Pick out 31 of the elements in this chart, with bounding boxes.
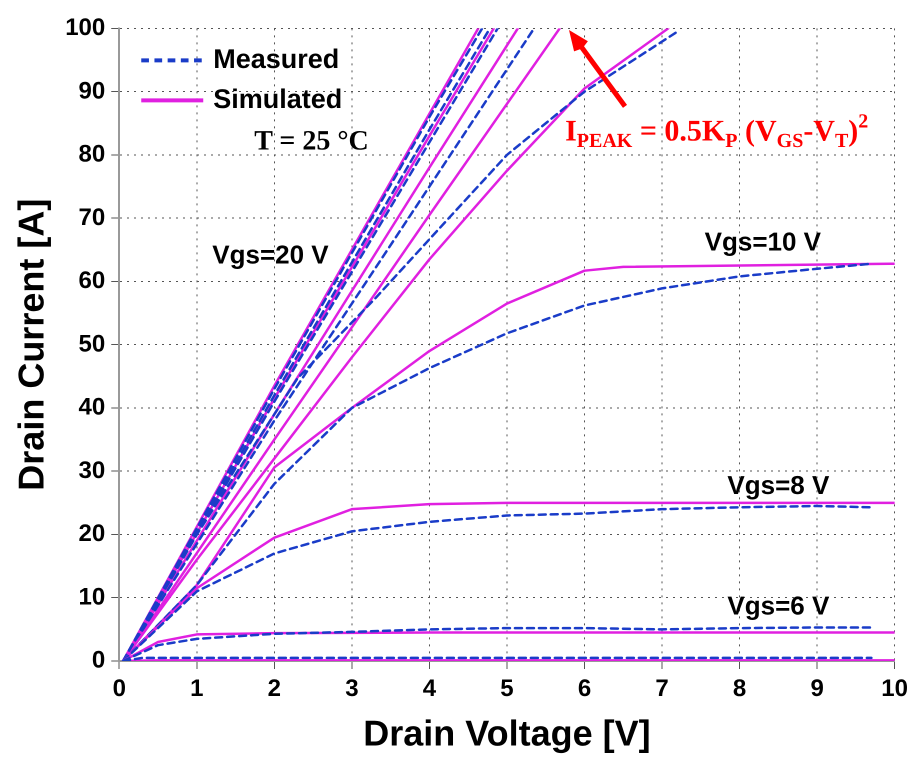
- y-tick-label: 50: [78, 330, 106, 358]
- y-tick-label: 10: [78, 583, 106, 610]
- x-tick-label: 9: [810, 675, 824, 702]
- y-tick-label: 90: [78, 77, 106, 104]
- x-tick-label: 2: [268, 675, 282, 702]
- x-tick-label: 5: [500, 675, 514, 702]
- x-tick-label: 8: [732, 675, 746, 702]
- annotation: Vgs=20 V: [212, 239, 330, 270]
- y-tick-label: 30: [78, 456, 106, 484]
- y-tick-label: 100: [65, 14, 106, 42]
- y-tick-label: 20: [78, 520, 106, 548]
- y-axis-title: Drain Current [A]: [10, 198, 52, 491]
- y-tick-label: 0: [92, 646, 106, 674]
- y-tick-label: 70: [78, 204, 106, 231]
- annotation: Vgs=10 V: [704, 226, 822, 257]
- x-tick-label: 10: [881, 675, 908, 702]
- y-tick-label: 60: [78, 267, 106, 294]
- x-tick-label: 7: [655, 675, 669, 702]
- x-tick-label: 3: [345, 675, 359, 702]
- x-tick-label: 1: [190, 675, 204, 702]
- y-tick-label: 40: [78, 394, 106, 421]
- annotation: Vgs=6 V: [727, 590, 830, 620]
- x-tick-label: 6: [578, 675, 592, 702]
- annotation: T = 25 °C: [254, 126, 369, 157]
- annotation: Vgs=8 V: [727, 470, 830, 500]
- legend-label: Measured: [213, 44, 340, 74]
- legend-label: Simulated: [213, 84, 342, 114]
- x-axis-title: Drain Voltage [V]: [363, 712, 651, 754]
- x-tick-label: 0: [112, 675, 126, 702]
- y-tick-label: 80: [78, 140, 106, 168]
- x-tick-label: 4: [422, 675, 437, 702]
